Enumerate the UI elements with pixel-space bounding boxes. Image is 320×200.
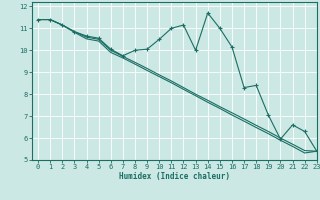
X-axis label: Humidex (Indice chaleur): Humidex (Indice chaleur) bbox=[119, 172, 230, 181]
